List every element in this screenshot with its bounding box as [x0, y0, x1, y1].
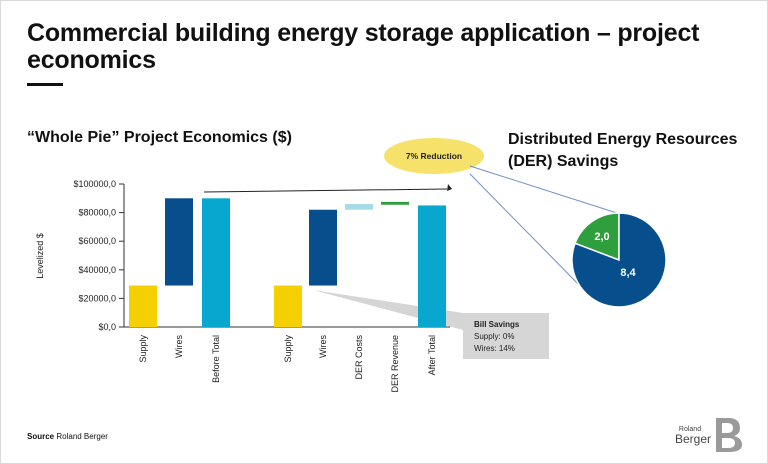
reduction-label: 7% Reduction	[406, 151, 462, 161]
waterfall-chart-title: “Whole Pie” Project Economics ($)	[27, 129, 292, 146]
y-tick-label: $100000,0	[73, 179, 116, 189]
source-label: Source	[27, 432, 55, 441]
x-tick-label: After Total	[427, 335, 437, 375]
source-text: Roland Berger	[56, 432, 108, 441]
bar-1	[129, 285, 157, 327]
waterfall-bars	[129, 198, 446, 327]
pie-slice-label: 2,0	[594, 231, 609, 243]
x-tick-label: Supply	[138, 335, 148, 363]
bill-savings-supply: Supply: 0%	[474, 332, 514, 341]
bar-2	[165, 198, 193, 286]
bar-4	[274, 285, 302, 327]
bar-8	[418, 205, 446, 327]
logo-text-bottom: Berger	[675, 432, 711, 446]
pie-slice-label: 8,4	[620, 267, 636, 279]
pie-chart-title: Distributed Energy Resources (DER) Savin…	[508, 131, 738, 170]
logo-text-top: Roland	[679, 426, 701, 433]
reduction-trend-line	[203, 184, 452, 193]
pie-slice-2	[571, 212, 667, 308]
bill-savings-title: Bill Savings	[474, 320, 520, 329]
y-tick-label: $20000,0	[78, 293, 116, 303]
reduction-callout: 7% Reduction	[384, 138, 484, 174]
bar-6	[345, 204, 373, 210]
y-tick-label: $80000,0	[78, 208, 116, 218]
footer-source: Source Roland Berger	[27, 432, 108, 441]
x-tick-label: Wires	[318, 335, 328, 358]
x-tick-label: Supply	[283, 335, 293, 363]
x-tick-label: Before Total	[211, 335, 221, 383]
bill-savings-wires: Wires: 14%	[474, 344, 515, 353]
pie-connector-lines	[469, 165, 621, 293]
pie-chart: 2,0 8,4	[571, 212, 667, 308]
page-title: Commercial building energy storage appli…	[27, 19, 700, 74]
title-underline	[27, 83, 63, 86]
y-tick-label: $40000,0	[78, 265, 116, 275]
bar-3	[202, 198, 230, 327]
y-axis: Levelized $ $0,0 $20000,0 $40000,0 $60000,0…	[35, 179, 450, 332]
y-tick-label: $0,0	[98, 322, 116, 332]
y-axis-label: Levelized $	[35, 233, 45, 279]
x-tick-label: Wires	[174, 335, 184, 358]
bar-7	[381, 201, 409, 205]
roland-berger-logo: Roland Berger	[675, 418, 742, 452]
bar-5	[309, 209, 337, 286]
x-axis-labels: Supply Wires Before Total Supply Wires DER Co…	[138, 335, 437, 393]
pie-slice-1	[574, 212, 620, 262]
x-tick-label: DER Revenue	[390, 335, 400, 393]
x-tick-label: DER Costs	[354, 335, 364, 380]
y-tick-label: $60000,0	[78, 236, 116, 246]
